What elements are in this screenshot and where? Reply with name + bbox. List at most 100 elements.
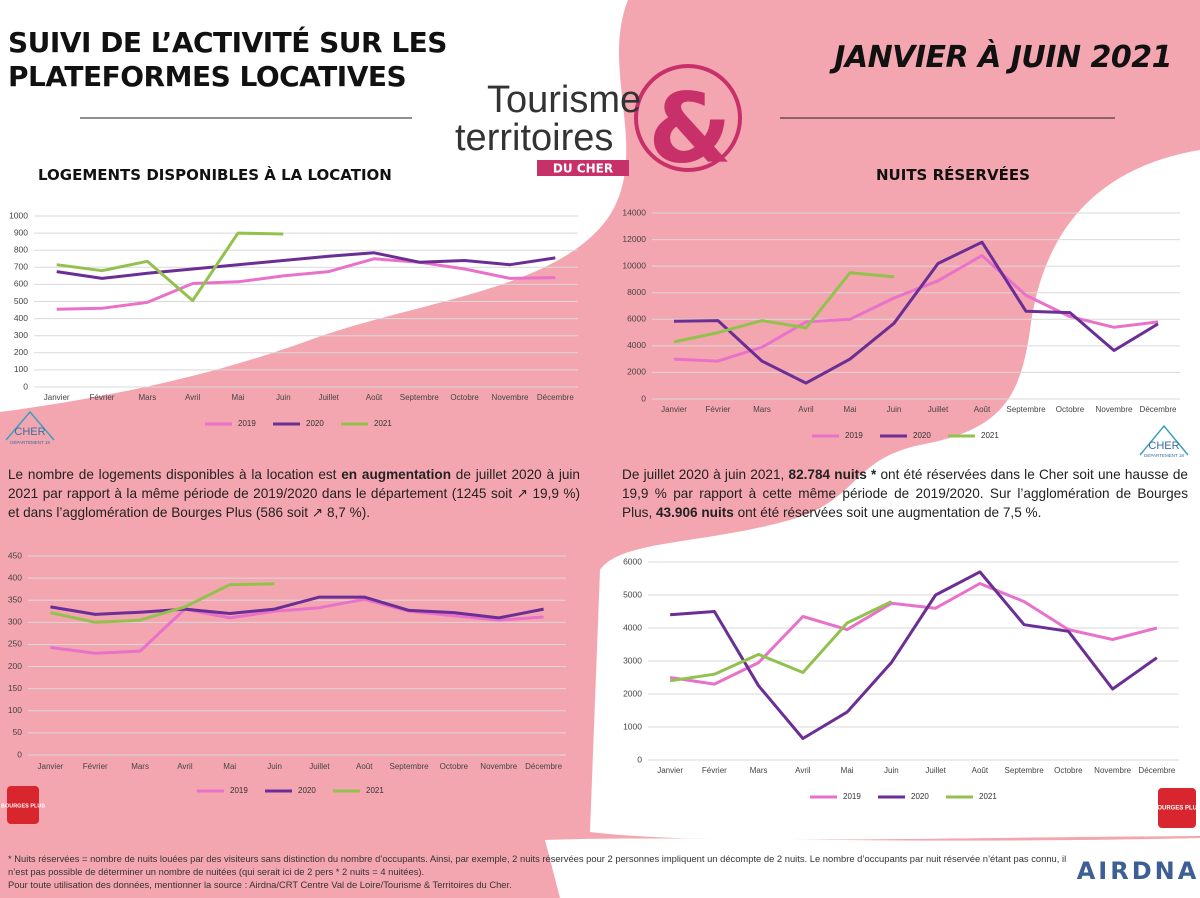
x-tick-label: Novembre [480, 762, 517, 771]
logo-tag: DU CHER [553, 162, 613, 176]
y-tick-label: 400 [8, 572, 22, 582]
x-tick-label: Juin [884, 766, 899, 775]
x-tick-label: Août [972, 766, 989, 775]
series-line [50, 597, 544, 655]
series-line [669, 570, 1158, 740]
y-tick-label: 350 [8, 594, 22, 604]
x-tick-label: Avril [798, 405, 814, 414]
y-tick-label: 100 [8, 705, 22, 715]
x-tick-label: Mai [841, 766, 854, 775]
x-tick-label: Juillet [928, 405, 949, 414]
title-line: SUIVI DE L’ACTIVITÉ SUR LES [8, 26, 447, 59]
bourges-box [1158, 788, 1196, 828]
x-tick-label: Mars [131, 762, 149, 771]
x-tick-label: Août [356, 762, 373, 771]
x-tick-label: Août [974, 405, 991, 414]
y-tick-label: 1000 [9, 210, 28, 220]
x-tick-label: Mai [844, 405, 857, 414]
y-tick-label: 6000 [623, 556, 642, 566]
y-tick-label: 4000 [627, 340, 646, 350]
y-tick-label: 14000 [622, 207, 646, 217]
bourges-box [7, 786, 39, 824]
background-shape [0, 0, 628, 412]
text: Le nombre de logements disponibles à la … [8, 467, 342, 482]
footnote: * Nuits réservées = nombre de nuits loué… [8, 852, 1068, 891]
legend-label: 2019 [238, 419, 256, 428]
x-tick-label: Juillet [925, 766, 946, 775]
y-tick-label: 300 [8, 617, 22, 627]
section-title: LOGEMENTS DISPONIBLES À LA LOCATION [38, 166, 392, 184]
y-tick-label: 1000 [623, 721, 642, 731]
logo-word: Tourisme [487, 79, 641, 121]
x-tick-label: Juin [267, 762, 282, 771]
x-tick-label: Août [366, 393, 383, 402]
x-tick-label: Décembre [1138, 766, 1175, 775]
y-tick-label: 4000 [623, 622, 642, 632]
x-tick-label: Septembre [1006, 405, 1046, 414]
y-tick-label: 8000 [627, 287, 646, 297]
background-shape [545, 838, 1200, 898]
brand: AIRDNA [1077, 857, 1200, 885]
series-line [56, 231, 284, 303]
legend-label: 2021 [981, 431, 999, 440]
x-tick-label: Octobre [450, 393, 479, 402]
legend-label: 2020 [911, 792, 929, 801]
y-tick-label: 600 [14, 279, 28, 289]
background-shape [590, 150, 1200, 840]
y-tick-label: 2000 [623, 688, 642, 698]
y-tick-label: 800 [14, 244, 28, 254]
x-tick-label: Septembre [390, 762, 430, 771]
y-tick-label: 12000 [622, 234, 646, 244]
cher-name: CHER [1148, 440, 1179, 452]
y-tick-label: 400 [14, 313, 28, 323]
series-line [50, 582, 275, 624]
legend-label: 2020 [298, 786, 316, 795]
y-tick-label: 0 [641, 393, 646, 403]
series-line [669, 600, 893, 683]
x-tick-label: Décembre [537, 393, 574, 402]
logo: Tourisme territoires & DU CHER [455, 64, 742, 184]
legend-label: 2020 [306, 419, 324, 428]
y-tick-label: 5000 [623, 589, 642, 599]
bourges-text: BOURGES PLUS [1, 803, 45, 809]
y-tick-label: 200 [8, 661, 22, 671]
x-tick-label: Février [702, 766, 727, 775]
y-tick-label: 0 [637, 754, 642, 764]
series-line [50, 595, 544, 620]
text-bold: 82.784 nuits * [788, 467, 877, 482]
x-tick-label: Février [83, 762, 108, 771]
y-tick-label: 50 [13, 727, 23, 737]
y-tick-label: 10000 [622, 260, 646, 270]
x-tick-label: Mai [223, 762, 236, 771]
legend-label: 2021 [979, 792, 997, 801]
legend-label: 2019 [843, 792, 861, 801]
x-tick-label: Mai [232, 393, 245, 402]
x-tick-label: Septembre [400, 393, 440, 402]
x-tick-label: Décembre [1140, 405, 1177, 414]
period: JANVIER À JUIN 2021 [834, 40, 1172, 75]
logo-word: territoires [455, 117, 613, 159]
text-bold: 43.906 nuits [656, 505, 734, 520]
x-tick-label: Octobre [1056, 405, 1085, 414]
legend-label: 2021 [374, 419, 392, 428]
x-tick-label: Mars [753, 405, 771, 414]
logo-tag-bg [537, 160, 629, 176]
y-tick-label: 250 [8, 639, 22, 649]
text: De juillet 2020 à juin 2021, [622, 467, 789, 482]
y-tick-label: 450 [8, 550, 22, 560]
y-tick-label: 6000 [627, 314, 646, 324]
series-line [673, 240, 1159, 385]
logo-ampersand: & [648, 72, 732, 184]
x-tick-label: Novembre [492, 393, 529, 402]
text: ont été réservées dans le Cher soit une … [622, 467, 1188, 520]
series-line [56, 251, 556, 280]
y-tick-label: 700 [14, 262, 28, 272]
x-tick-label: Janvier [661, 405, 687, 414]
x-tick-label: Janvier [657, 766, 683, 775]
legend-label: 2019 [845, 431, 863, 440]
y-tick-label: 2000 [627, 367, 646, 377]
y-tick-label: 100 [14, 364, 28, 374]
x-tick-label: Février [90, 393, 115, 402]
x-tick-label: Janvier [44, 393, 70, 402]
